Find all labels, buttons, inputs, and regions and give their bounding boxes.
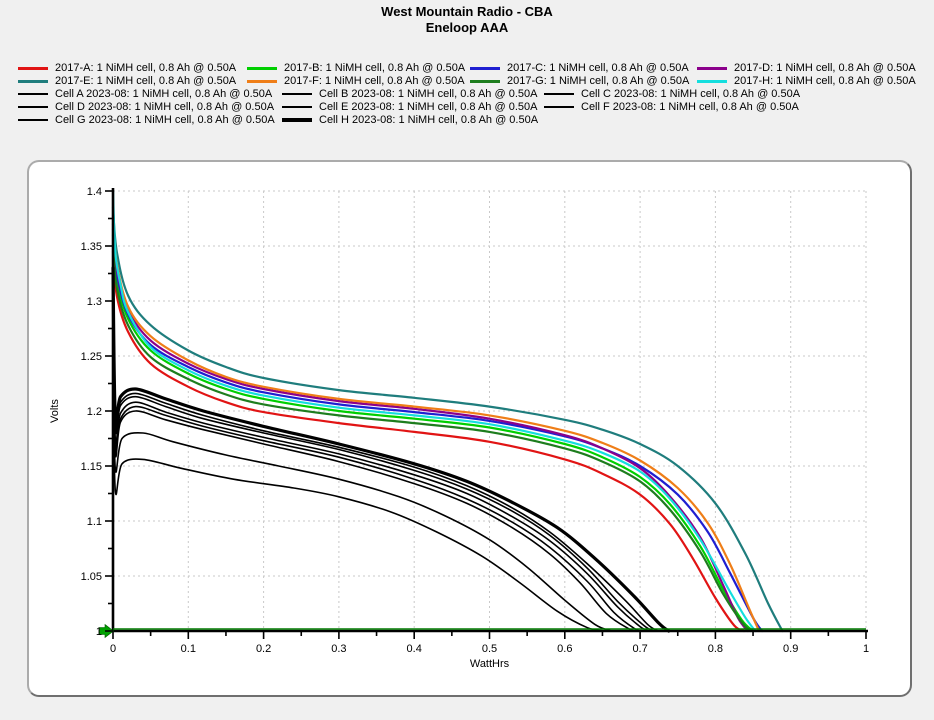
legend-item: 2017-F: 1 NiMH cell, 0.8 Ah @ 0.50A: [247, 75, 470, 87]
legend-line-swatch: [18, 66, 48, 70]
legend-label: 2017-C: 1 NiMH cell, 0.8 Ah @ 0.50A: [507, 62, 689, 74]
legend-item: 2017-C: 1 NiMH cell, 0.8 Ah @ 0.50A: [470, 62, 697, 74]
legend-label: Cell B 2023-08: 1 NiMH cell, 0.8 Ah @ 0.…: [319, 88, 538, 100]
legend-label: Cell C 2023-08: 1 NiMH cell, 0.8 Ah @ 0.…: [581, 88, 801, 100]
legend-label: 2017-D: 1 NiMH cell, 0.8 Ah @ 0.50A: [734, 62, 916, 74]
legend-label: 2017-A: 1 NiMH cell, 0.8 Ah @ 0.50A: [55, 62, 237, 74]
legend-label: Cell H 2023-08: 1 NiMH cell, 0.8 Ah @ 0.…: [319, 114, 539, 126]
legend-row: 2017-E: 1 NiMH cell, 0.8 Ah @ 0.50A 2017-…: [18, 75, 923, 87]
legend-line-swatch: [470, 79, 500, 83]
chart-title: West Mountain Radio - CBA: [381, 4, 553, 19]
legend-label: 2017-B: 1 NiMH cell, 0.8 Ah @ 0.50A: [284, 62, 466, 74]
legend-item: 2017-E: 1 NiMH cell, 0.8 Ah @ 0.50A: [18, 75, 247, 87]
legend-item: Cell C 2023-08: 1 NiMH cell, 0.8 Ah @ 0.…: [544, 88, 923, 100]
legend-item: 2017-H: 1 NiMH cell, 0.8 Ah @ 0.50A: [697, 75, 923, 87]
legend-line-swatch: [282, 93, 312, 95]
legend-item: Cell F 2023-08: 1 NiMH cell, 0.8 Ah @ 0.…: [544, 101, 923, 113]
legend-row: 2017-A: 1 NiMH cell, 0.8 Ah @ 0.50A 2017-…: [18, 62, 923, 74]
legend-line-swatch: [18, 119, 48, 121]
legend-item: Cell G 2023-08: 1 NiMH cell, 0.8 Ah @ 0.…: [18, 114, 282, 126]
legend-item: 2017-B: 1 NiMH cell, 0.8 Ah @ 0.50A: [247, 62, 470, 74]
legend-item: 2017-G: 1 NiMH cell, 0.8 Ah @ 0.50A: [470, 75, 697, 87]
chart-subtitle: Eneloop AAA: [425, 20, 509, 35]
legend-line-swatch: [697, 66, 727, 70]
legend-item: Cell E 2023-08: 1 NiMH cell, 0.8 Ah @ 0.…: [282, 101, 544, 113]
legend-item: 2017-D: 1 NiMH cell, 0.8 Ah @ 0.50A: [697, 62, 923, 74]
title-block: West Mountain Radio - CBA Eneloop AAA: [0, 0, 934, 36]
legend-item: Cell A 2023-08: 1 NiMH cell, 0.8 Ah @ 0.…: [18, 88, 282, 100]
legend-row: Cell G 2023-08: 1 NiMH cell, 0.8 Ah @ 0.…: [18, 114, 923, 126]
legend-line-swatch: [470, 66, 500, 70]
legend-row: Cell D 2023-08: 1 NiMH cell, 0.8 Ah @ 0.…: [18, 101, 923, 113]
legend-label: Cell A 2023-08: 1 NiMH cell, 0.8 Ah @ 0.…: [55, 88, 273, 100]
legend-line-swatch: [544, 93, 574, 95]
legend-line-swatch: [544, 106, 574, 108]
legend-label: Cell D 2023-08: 1 NiMH cell, 0.8 Ah @ 0.…: [55, 101, 275, 113]
legend-label: Cell E 2023-08: 1 NiMH cell, 0.8 Ah @ 0.…: [319, 101, 538, 113]
legend-label: 2017-G: 1 NiMH cell, 0.8 Ah @ 0.50A: [507, 75, 690, 87]
legend-line-swatch: [697, 79, 727, 83]
legend-item: Cell D 2023-08: 1 NiMH cell, 0.8 Ah @ 0.…: [18, 101, 282, 113]
legend-label: Cell F 2023-08: 1 NiMH cell, 0.8 Ah @ 0.…: [581, 101, 799, 113]
legend-line-swatch: [247, 66, 277, 70]
legend-item: Cell H 2023-08: 1 NiMH cell, 0.8 Ah @ 0.…: [282, 114, 923, 126]
legend-line-swatch: [18, 106, 48, 108]
legend: 2017-A: 1 NiMH cell, 0.8 Ah @ 0.50A 2017-…: [18, 62, 923, 127]
legend-label: 2017-F: 1 NiMH cell, 0.8 Ah @ 0.50A: [284, 75, 465, 87]
legend-line-swatch: [18, 79, 48, 83]
legend-item: 2017-A: 1 NiMH cell, 0.8 Ah @ 0.50A: [18, 62, 247, 74]
legend-item: Cell B 2023-08: 1 NiMH cell, 0.8 Ah @ 0.…: [282, 88, 544, 100]
legend-line-swatch: [282, 118, 312, 122]
legend-label: 2017-H: 1 NiMH cell, 0.8 Ah @ 0.50A: [734, 75, 916, 87]
legend-line-swatch: [282, 106, 312, 108]
plot-area[interactable]: [113, 191, 866, 631]
legend-line-swatch: [18, 93, 48, 95]
legend-label: 2017-E: 1 NiMH cell, 0.8 Ah @ 0.50A: [55, 75, 237, 87]
legend-line-swatch: [247, 79, 277, 83]
legend-label: Cell G 2023-08: 1 NiMH cell, 0.8 Ah @ 0.…: [55, 114, 275, 126]
legend-row: Cell A 2023-08: 1 NiMH cell, 0.8 Ah @ 0.…: [18, 88, 923, 100]
